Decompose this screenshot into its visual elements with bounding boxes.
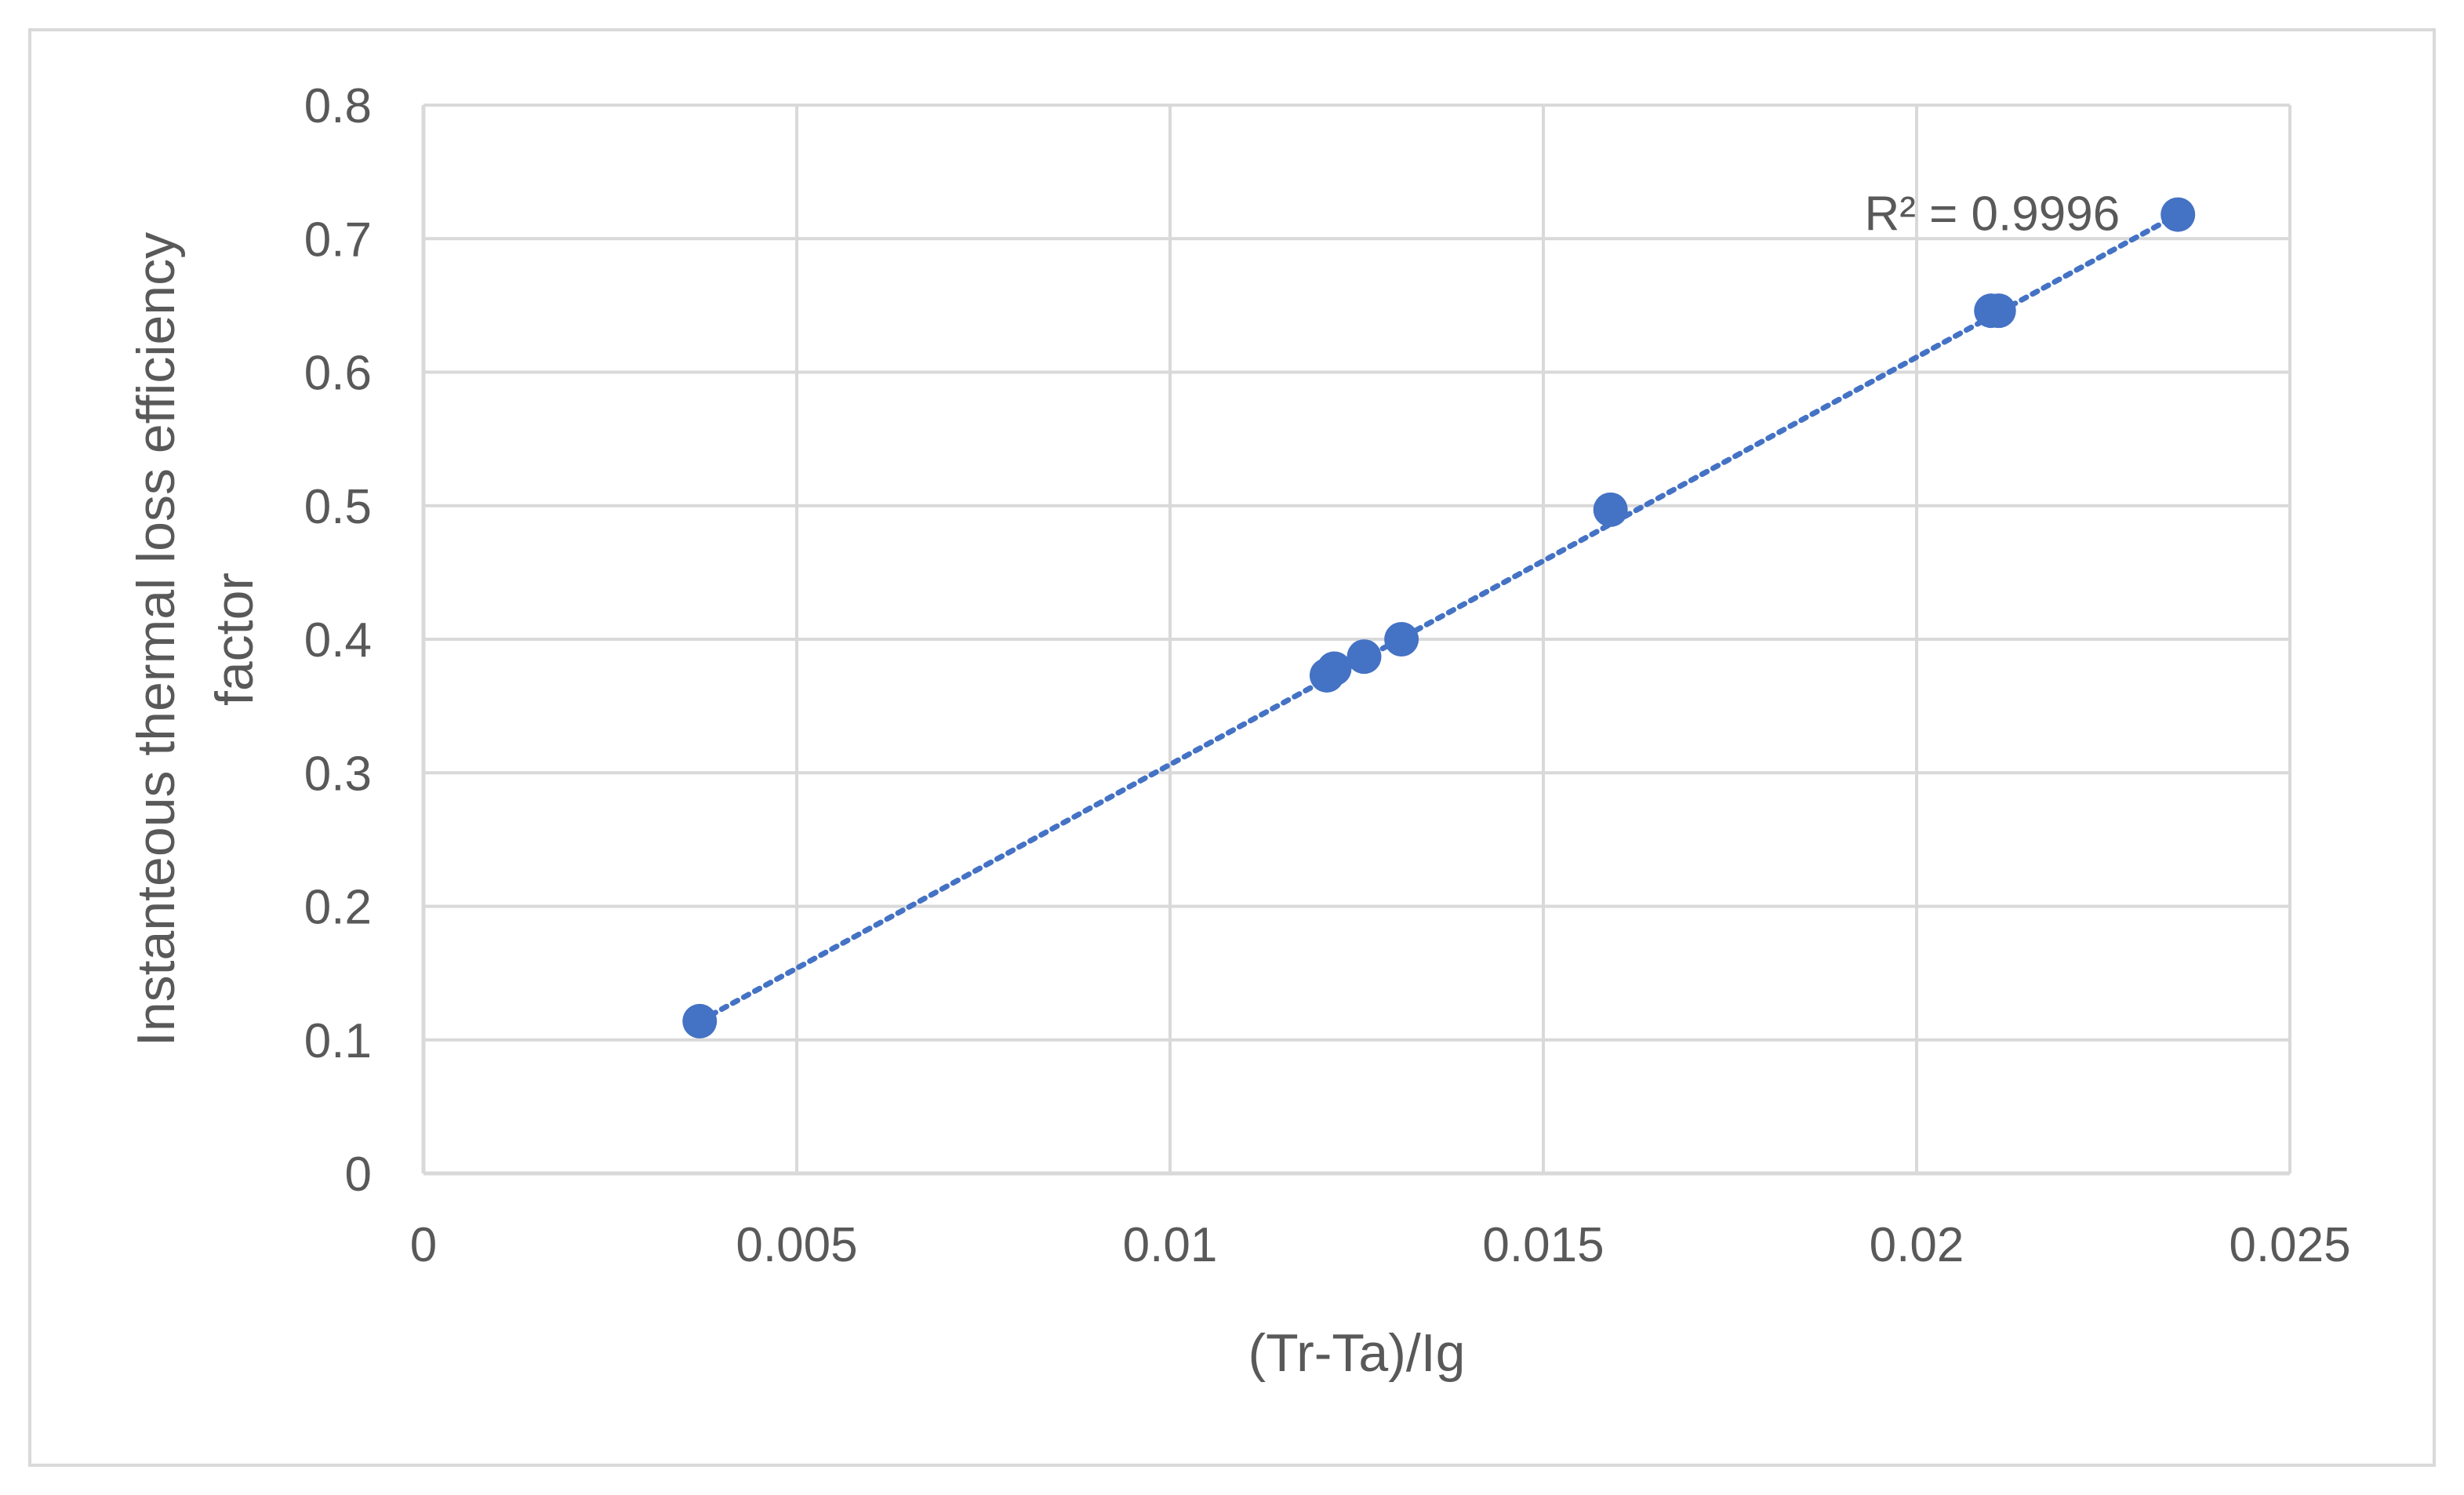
x-tick-label: 0: [410, 1218, 437, 1272]
grid-layer: [423, 104, 2291, 1173]
r-squared-label: R² = 0.9996: [1864, 187, 2120, 242]
axis-layer: 0 0.1 0.2 0.3 0.4 0.5 0.6 0.7 0.8 0 0.005 0.01 0.015…: [304, 79, 2351, 1272]
chart-frame: [28, 28, 2436, 1467]
y-axis-title-line-2: factor: [205, 573, 264, 706]
y-axis-title-line-1: Instanteous thermal loss efficiency: [126, 232, 186, 1046]
x-tick-label: 0.01: [1123, 1218, 1218, 1272]
point-layer: [682, 197, 2196, 1038]
x-axis-title: (Tr-Ta)/Ig: [1248, 1323, 1465, 1383]
y-tick-label: 0: [345, 1148, 372, 1202]
y-tick-label: 0.2: [304, 881, 372, 935]
y-tick-label: 0.1: [304, 1014, 372, 1068]
x-tick-label: 0.005: [736, 1218, 857, 1272]
y-tick-label: 0.4: [304, 613, 372, 667]
data-point: [1346, 639, 1382, 675]
y-tick-label: 0.7: [304, 213, 372, 267]
y-tick-label: 0.8: [304, 79, 372, 133]
x-tick-label: 0.025: [2229, 1218, 2350, 1272]
y-tick-label: 0.6: [304, 347, 372, 401]
trendline: [696, 212, 2181, 1024]
y-tick-label: 0.5: [304, 480, 372, 534]
data-point: [1384, 622, 1419, 657]
trendline-layer: [696, 212, 2181, 1024]
x-tick-label: 0.02: [1870, 1218, 1964, 1272]
data-point: [1593, 492, 1628, 527]
data-point: [2161, 197, 2196, 232]
data-point: [1981, 293, 2016, 329]
y-tick-label: 0.3: [304, 747, 372, 801]
label-layer: (Tr-Ta)/Ig Instanteous thermal loss effic…: [126, 187, 2120, 1383]
data-point: [1317, 651, 1352, 686]
x-tick-label: 0.015: [1482, 1218, 1604, 1272]
data-point: [682, 1003, 718, 1038]
